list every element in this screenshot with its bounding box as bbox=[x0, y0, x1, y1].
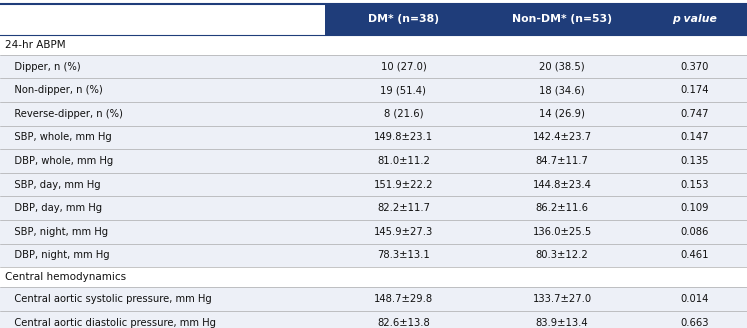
Text: 144.8±23.4: 144.8±23.4 bbox=[533, 179, 592, 190]
Text: 82.6±13.8: 82.6±13.8 bbox=[377, 318, 430, 328]
Text: 151.9±22.2: 151.9±22.2 bbox=[374, 179, 433, 190]
Text: DM* (n=38): DM* (n=38) bbox=[368, 14, 439, 24]
Bar bbox=[0, 55, 747, 78]
Text: DBP, whole, mm Hg: DBP, whole, mm Hg bbox=[5, 156, 114, 166]
Text: 18 (34.6): 18 (34.6) bbox=[539, 85, 585, 95]
Text: Non-dipper, n (%): Non-dipper, n (%) bbox=[5, 85, 103, 95]
Text: 145.9±27.3: 145.9±27.3 bbox=[374, 227, 433, 237]
Text: 19 (51.4): 19 (51.4) bbox=[380, 85, 427, 95]
Text: 81.0±11.2: 81.0±11.2 bbox=[377, 156, 430, 166]
Text: DBP, day, mm Hg: DBP, day, mm Hg bbox=[5, 203, 102, 213]
Text: Non-DM* (n=53): Non-DM* (n=53) bbox=[512, 14, 612, 24]
Bar bbox=[0, 173, 747, 196]
Text: 86.2±11.6: 86.2±11.6 bbox=[536, 203, 589, 213]
Text: 148.7±29.8: 148.7±29.8 bbox=[374, 294, 433, 304]
Bar bbox=[0, 196, 747, 220]
Text: 0.663: 0.663 bbox=[681, 318, 709, 328]
Text: Central aortic diastolic pressure, mm Hg: Central aortic diastolic pressure, mm Hg bbox=[5, 318, 216, 328]
Bar bbox=[0, 4, 325, 34]
Text: 82.2±11.7: 82.2±11.7 bbox=[377, 203, 430, 213]
Bar bbox=[0, 311, 747, 328]
Text: 0.461: 0.461 bbox=[681, 250, 709, 260]
Text: 0.153: 0.153 bbox=[681, 179, 709, 190]
Text: SBP, night, mm Hg: SBP, night, mm Hg bbox=[5, 227, 108, 237]
Text: 80.3±12.2: 80.3±12.2 bbox=[536, 250, 589, 260]
Text: 84.7±11.7: 84.7±11.7 bbox=[536, 156, 589, 166]
Text: Central hemodynamics: Central hemodynamics bbox=[5, 272, 126, 282]
Text: 0.147: 0.147 bbox=[681, 132, 709, 142]
Text: Dipper, n (%): Dipper, n (%) bbox=[5, 62, 81, 72]
Text: 83.9±13.4: 83.9±13.4 bbox=[536, 318, 589, 328]
Text: 0.109: 0.109 bbox=[681, 203, 709, 213]
Text: 10 (27.0): 10 (27.0) bbox=[380, 62, 427, 72]
Text: 20 (38.5): 20 (38.5) bbox=[539, 62, 585, 72]
Text: SBP, whole, mm Hg: SBP, whole, mm Hg bbox=[5, 132, 112, 142]
Bar bbox=[642, 4, 747, 34]
Text: Reverse-dipper, n (%): Reverse-dipper, n (%) bbox=[5, 109, 123, 119]
Text: 133.7±27.0: 133.7±27.0 bbox=[533, 294, 592, 304]
Text: 24-hr ABPM: 24-hr ABPM bbox=[5, 40, 66, 50]
Bar bbox=[0, 34, 747, 55]
Bar bbox=[0, 287, 747, 311]
Text: 8 (21.6): 8 (21.6) bbox=[384, 109, 423, 119]
Text: Central aortic systolic pressure, mm Hg: Central aortic systolic pressure, mm Hg bbox=[5, 294, 211, 304]
Bar bbox=[0, 126, 747, 149]
Bar bbox=[0, 149, 747, 173]
Text: 136.0±25.5: 136.0±25.5 bbox=[533, 227, 592, 237]
Bar bbox=[0, 220, 747, 244]
Text: 142.4±23.7: 142.4±23.7 bbox=[533, 132, 592, 142]
Text: 0.370: 0.370 bbox=[681, 62, 709, 72]
Text: 0.135: 0.135 bbox=[681, 156, 709, 166]
Bar bbox=[0, 244, 747, 267]
Text: 0.747: 0.747 bbox=[681, 109, 709, 119]
Bar bbox=[0, 102, 747, 126]
Text: DBP, night, mm Hg: DBP, night, mm Hg bbox=[5, 250, 110, 260]
Bar bbox=[0, 78, 747, 102]
Bar bbox=[0, 267, 747, 287]
Text: 0.086: 0.086 bbox=[681, 227, 709, 237]
Text: 149.8±23.1: 149.8±23.1 bbox=[374, 132, 433, 142]
Text: p value: p value bbox=[672, 14, 717, 24]
Text: 0.174: 0.174 bbox=[681, 85, 709, 95]
Text: SBP, day, mm Hg: SBP, day, mm Hg bbox=[5, 179, 101, 190]
Text: 14 (26.9): 14 (26.9) bbox=[539, 109, 585, 119]
Bar bbox=[325, 4, 482, 34]
Bar bbox=[482, 4, 642, 34]
Text: 78.3±13.1: 78.3±13.1 bbox=[377, 250, 430, 260]
Text: 0.014: 0.014 bbox=[681, 294, 709, 304]
